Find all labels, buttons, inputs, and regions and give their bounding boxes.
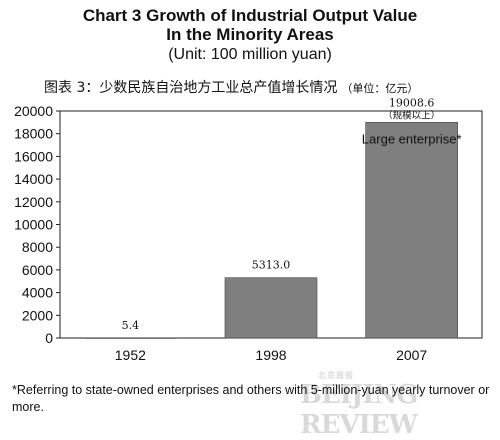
y-tick-label: 18000 bbox=[14, 126, 53, 142]
x-tick-label: 1998 bbox=[255, 347, 286, 363]
bar bbox=[224, 277, 318, 339]
x-tick-label: 2007 bbox=[396, 347, 427, 363]
y-tick-label: 0 bbox=[45, 330, 53, 346]
footnote: *Referring to state-owned enterprises an… bbox=[12, 383, 490, 414]
chart-title-en: Chart 3 Growth of Industrial Output Valu… bbox=[0, 6, 500, 44]
chart-unit-cn: （单位：亿元） bbox=[341, 82, 419, 95]
y-tick-label: 12000 bbox=[14, 194, 53, 210]
x-tick-label: 1952 bbox=[115, 347, 146, 363]
chart-title-cn: 图表 3：少数民族自治地方工业总产值增长情况 （单位：亿元） bbox=[44, 77, 418, 97]
chart-title-en-line2: In the Minority Areas bbox=[166, 25, 334, 44]
bar-annotation: Large enterprise* bbox=[362, 131, 462, 146]
watermark-top-text: 北京周报 bbox=[318, 370, 354, 380]
y-tick-label: 16000 bbox=[14, 148, 53, 164]
data-label: 5.4 bbox=[122, 319, 140, 332]
bar bbox=[84, 337, 177, 339]
chart-title-en-line1: Chart 3 Growth of Industrial Output Valu… bbox=[82, 6, 418, 25]
data-label: 5313.0 bbox=[252, 259, 291, 272]
y-tick-label: 14000 bbox=[14, 171, 53, 187]
chart-title-cn-text: 图表 3：少数民族自治地方工业总产值增长情况 bbox=[44, 80, 338, 96]
y-tick-label: 10000 bbox=[14, 217, 53, 233]
bar-chart: 0 2000 4000 6000 8000 10000 12000 14000 16000 180… bbox=[14, 96, 483, 363]
y-tick-label: 4000 bbox=[22, 285, 53, 301]
chart-unit-en: (Unit: 100 million yuan) bbox=[168, 46, 332, 63]
data-label: 19008.6 bbox=[389, 96, 435, 109]
bar bbox=[365, 121, 458, 339]
y-tick-label: 20000 bbox=[14, 103, 53, 119]
y-tick-label: 2000 bbox=[22, 307, 53, 323]
data-label-note: （规模以上） bbox=[383, 109, 440, 121]
y-tick-label: 8000 bbox=[22, 239, 53, 255]
y-tick-label: 6000 bbox=[22, 262, 53, 278]
